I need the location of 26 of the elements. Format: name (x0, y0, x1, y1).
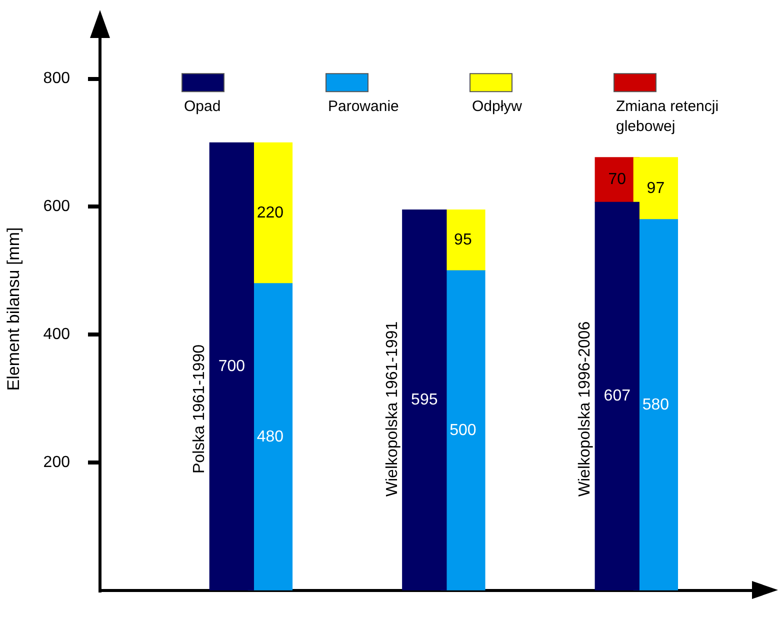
data-label: 580 (642, 396, 670, 414)
data-label: 700 (218, 358, 246, 375)
y-tick-label: 200 (43, 454, 70, 471)
x-tick-label: Polska 1961-1990 (191, 344, 208, 474)
legend-label: Opad (184, 98, 221, 116)
x-tick-label: Wielkopolska 1996-2006 (576, 321, 594, 497)
bar (594, 202, 640, 590)
data-label: 70 (608, 171, 626, 188)
y-tick-label: 400 (43, 326, 70, 343)
data-label: 220 (256, 204, 284, 222)
bar (209, 142, 254, 590)
data-label: 95 (454, 232, 472, 249)
data-label: 500 (450, 422, 476, 439)
legend-label: Odpływ (472, 98, 522, 116)
data-label: 97 (646, 180, 665, 197)
data-label: 480 (256, 428, 284, 446)
x-tick-label: Wielkopolska 1961-1991 (384, 321, 401, 497)
y-tick-label: 800 (43, 70, 70, 88)
legend-label: Parowanie (328, 98, 399, 116)
y-tick-label: 600 (43, 198, 70, 216)
data-label: 607 (604, 388, 631, 405)
data-label: 595 (411, 392, 438, 409)
bar (633, 157, 678, 220)
y-axis-title: Element bilansu [mm] (4, 227, 23, 391)
legend-label: Zmiana retencji glebowej (616, 98, 719, 136)
bar (402, 210, 447, 590)
